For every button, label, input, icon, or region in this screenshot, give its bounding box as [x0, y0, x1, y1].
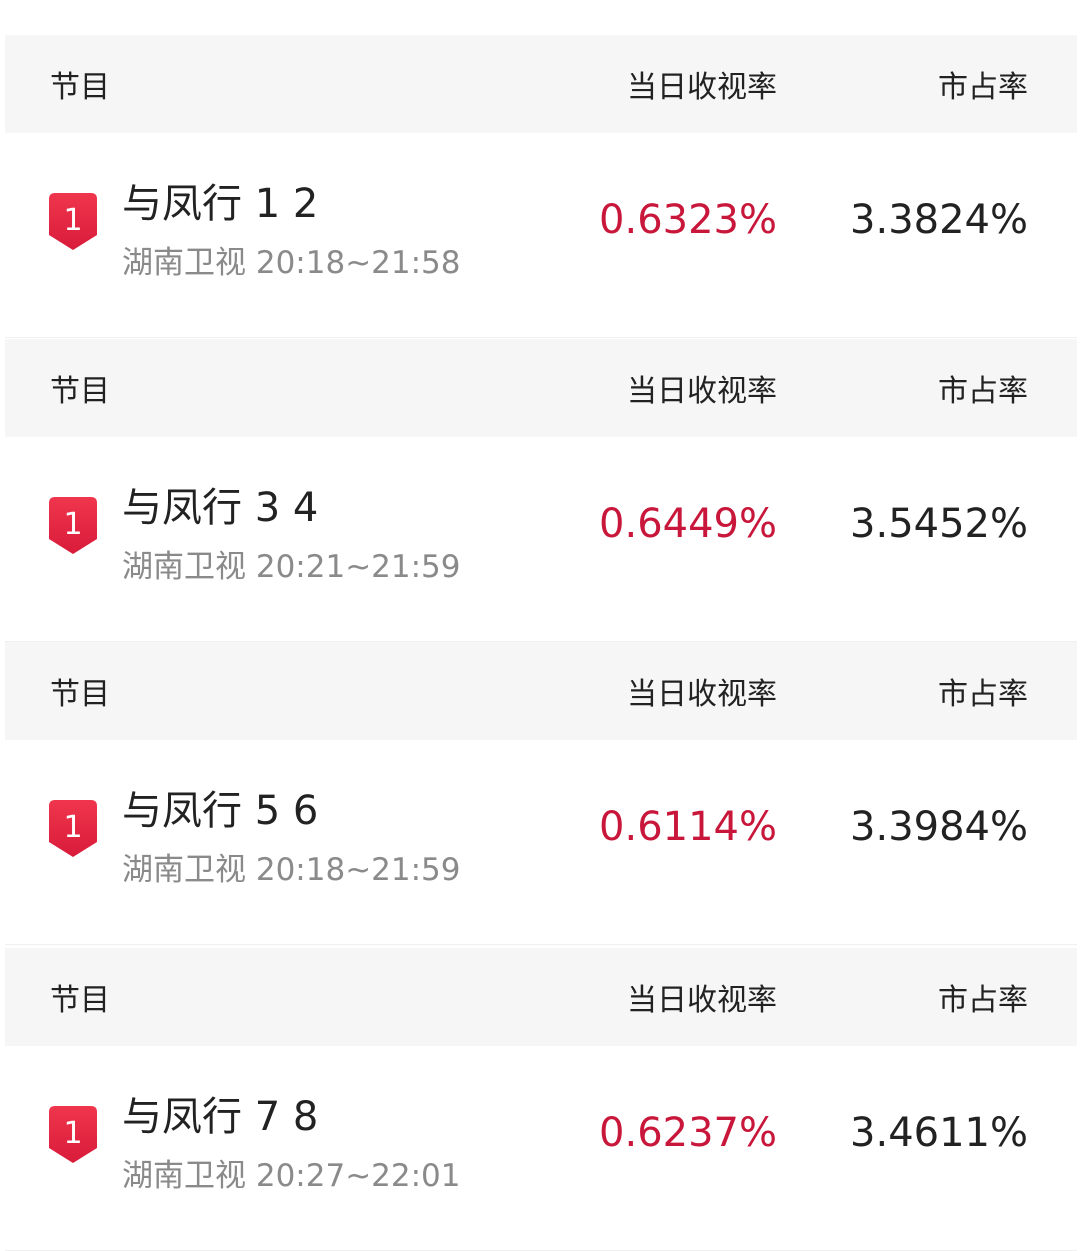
table-row[interactable]: 1 与凤行 5 6 湖南卫视 20:18~21:59 0.6114% 3.398… [5, 740, 1077, 945]
header-daily-rating[interactable]: 当日收视率 [627, 677, 777, 712]
svg-text:1: 1 [63, 810, 82, 845]
divider [5, 337, 1077, 338]
program-title: 与凤行 1 2 [122, 181, 319, 227]
table-row[interactable]: 1 与凤行 3 4 湖南卫视 20:21~21:59 0.6449% 3.545… [5, 437, 1077, 642]
table-header: 节目 当日收视率 市占率 [5, 339, 1077, 437]
rank-badge-icon: 1 [49, 497, 97, 554]
header-program: 节目 [50, 677, 110, 712]
daily-rating-value: 0.6323% [599, 197, 777, 243]
market-share-value: 3.3984% [850, 804, 1028, 850]
svg-text:1: 1 [63, 507, 82, 542]
divider [5, 944, 1077, 945]
program-title: 与凤行 3 4 [122, 485, 319, 531]
channel-time: 湖南卫视 20:18~21:58 [122, 245, 461, 281]
header-program: 节目 [50, 983, 110, 1018]
header-daily-rating[interactable]: 当日收视率 [627, 983, 777, 1018]
ratings-table: 节目 当日收视率 市占率 1 与凤行 5 6 湖南卫视 20:18~21:59 … [5, 642, 1077, 945]
table-row[interactable]: 1 与凤行 1 2 湖南卫视 20:18~21:58 0.6323% 3.382… [5, 133, 1077, 338]
daily-rating-value: 0.6449% [599, 501, 777, 547]
market-share-value: 3.4611% [850, 1110, 1028, 1156]
channel-time: 湖南卫视 20:18~21:59 [122, 852, 461, 888]
daily-rating-value: 0.6237% [599, 1110, 777, 1156]
market-share-value: 3.5452% [850, 501, 1028, 547]
table-header: 节目 当日收视率 市占率 [5, 948, 1077, 1046]
svg-text:1: 1 [63, 203, 82, 238]
market-share-value: 3.3824% [850, 197, 1028, 243]
header-market-share[interactable]: 市占率 [938, 70, 1028, 105]
header-daily-rating[interactable]: 当日收视率 [627, 70, 777, 105]
channel-time: 湖南卫视 20:27~22:01 [122, 1158, 461, 1194]
table-row[interactable]: 1 与凤行 7 8 湖南卫视 20:27~22:01 0.6237% 3.461… [5, 1046, 1077, 1251]
ratings-table: 节目 当日收视率 市占率 1 与凤行 7 8 湖南卫视 20:27~22:01 … [5, 948, 1077, 1251]
header-daily-rating[interactable]: 当日收视率 [627, 374, 777, 409]
ratings-table: 节目 当日收视率 市占率 1 与凤行 3 4 湖南卫视 20:21~21:59 … [5, 339, 1077, 642]
rank-badge-icon: 1 [49, 1106, 97, 1163]
daily-rating-value: 0.6114% [599, 804, 777, 850]
ratings-table: 节目 当日收视率 市占率 1 与凤行 1 2 湖南卫视 20:18~21:58 … [5, 35, 1077, 338]
divider [5, 641, 1077, 642]
table-header: 节目 当日收视率 市占率 [5, 642, 1077, 740]
rank-badge-icon: 1 [49, 800, 97, 857]
rank-badge-icon: 1 [49, 193, 97, 250]
header-market-share[interactable]: 市占率 [938, 677, 1028, 712]
table-header: 节目 当日收视率 市占率 [5, 35, 1077, 133]
svg-text:1: 1 [63, 1116, 82, 1151]
program-title: 与凤行 5 6 [122, 788, 319, 834]
header-program: 节目 [50, 374, 110, 409]
channel-time: 湖南卫视 20:21~21:59 [122, 549, 461, 585]
header-program: 节目 [50, 70, 110, 105]
header-market-share[interactable]: 市占率 [938, 983, 1028, 1018]
program-title: 与凤行 7 8 [122, 1094, 319, 1140]
header-market-share[interactable]: 市占率 [938, 374, 1028, 409]
